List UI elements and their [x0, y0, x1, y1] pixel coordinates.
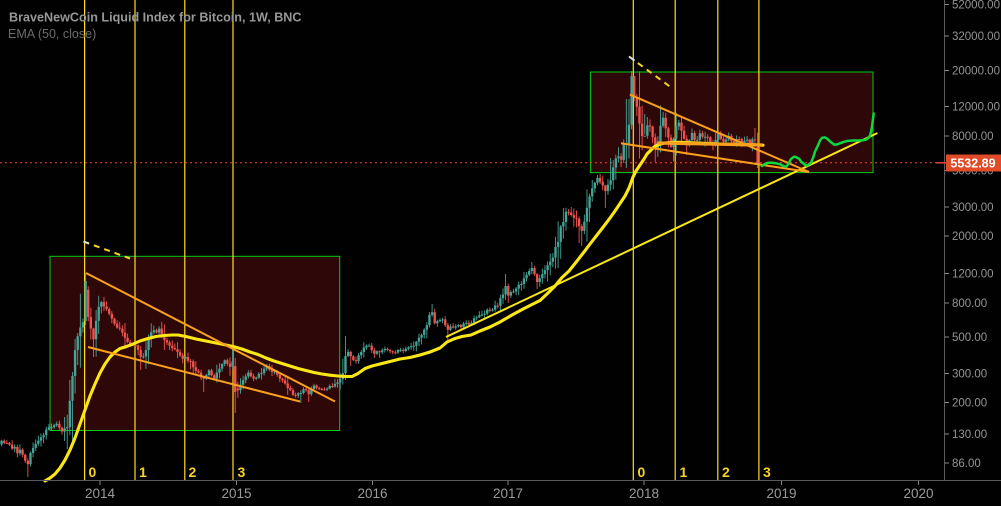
- svg-text:20000.00: 20000.00: [952, 66, 1000, 78]
- svg-text:5532.89: 5532.89: [950, 156, 995, 170]
- svg-text:2014: 2014: [85, 486, 116, 501]
- svg-text:EMA (50, close): EMA (50, close): [8, 27, 96, 41]
- svg-text:52000.00: 52000.00: [952, 0, 1000, 12]
- svg-text:86.00: 86.00: [952, 458, 981, 470]
- svg-text:3000.00: 3000.00: [952, 202, 994, 214]
- svg-text:2000.00: 2000.00: [952, 231, 994, 243]
- svg-text:2016: 2016: [357, 486, 387, 501]
- svg-text:BraveNewCoin Liquid Index for: BraveNewCoin Liquid Index for Bitcoin, 1…: [9, 11, 301, 25]
- svg-text:1200.00: 1200.00: [952, 269, 994, 281]
- svg-text:130.00: 130.00: [952, 429, 987, 441]
- svg-text:2020: 2020: [903, 486, 933, 501]
- svg-text:200.00: 200.00: [952, 398, 987, 410]
- svg-text:0: 0: [638, 464, 646, 480]
- svg-text:2019: 2019: [766, 486, 796, 501]
- svg-text:1: 1: [139, 464, 147, 480]
- svg-text:1: 1: [680, 464, 688, 480]
- svg-text:2017: 2017: [493, 486, 523, 501]
- svg-text:2: 2: [189, 464, 197, 480]
- svg-text:3: 3: [763, 464, 771, 480]
- svg-text:32000.00: 32000.00: [952, 31, 1000, 43]
- svg-text:3: 3: [238, 464, 246, 480]
- svg-text:0: 0: [89, 464, 97, 480]
- svg-text:2015: 2015: [221, 486, 251, 501]
- svg-text:300.00: 300.00: [952, 369, 987, 381]
- svg-text:2: 2: [722, 464, 730, 480]
- svg-text:800.00: 800.00: [952, 298, 987, 310]
- svg-text:500.00: 500.00: [952, 332, 987, 344]
- svg-text:8000.00: 8000.00: [952, 131, 994, 143]
- svg-text:2018: 2018: [629, 486, 659, 501]
- svg-text:12000.00: 12000.00: [952, 102, 1000, 114]
